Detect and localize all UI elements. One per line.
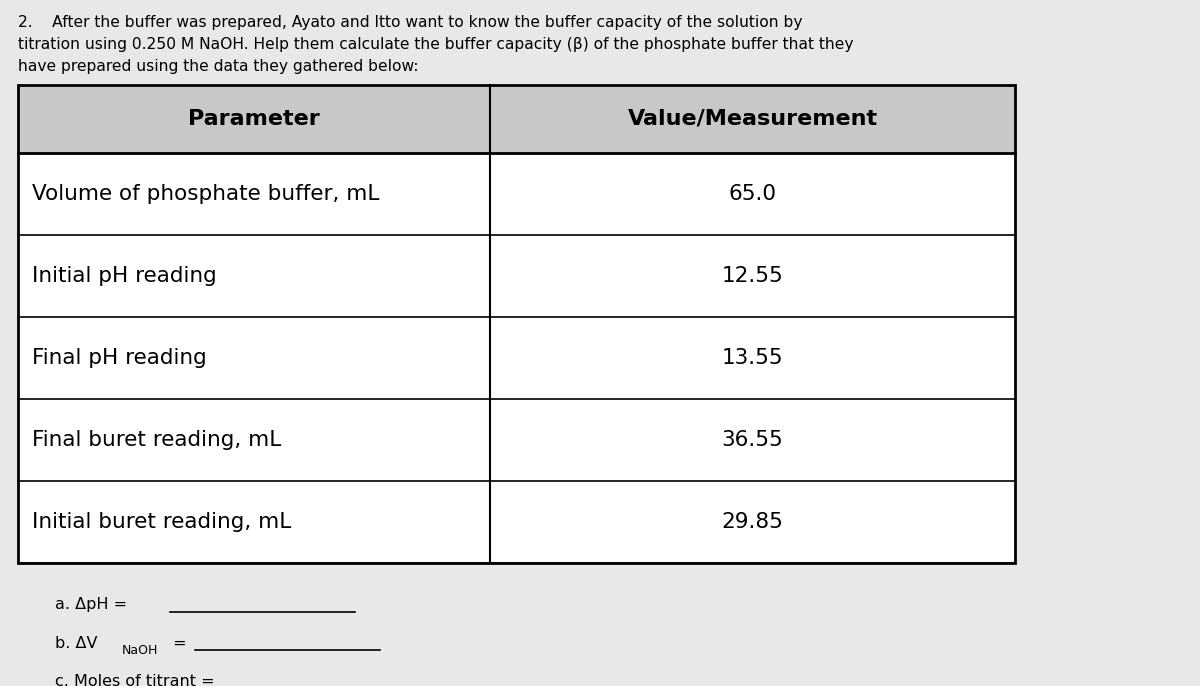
- Text: 13.55: 13.55: [721, 348, 784, 368]
- Text: Initial pH reading: Initial pH reading: [32, 266, 217, 286]
- Text: 29.85: 29.85: [721, 512, 784, 532]
- Text: =: =: [168, 635, 192, 650]
- Text: 2.    After the buffer was prepared, Ayato and Itto want to know the buffer capa: 2. After the buffer was prepared, Ayato …: [18, 15, 803, 30]
- Text: have prepared using the data they gathered below:: have prepared using the data they gather…: [18, 59, 419, 74]
- Text: b. ΔV: b. ΔV: [55, 635, 97, 650]
- Text: titration using 0.250 M NaOH. Help them calculate the buffer capacity (β) of the: titration using 0.250 M NaOH. Help them …: [18, 37, 853, 52]
- Text: 65.0: 65.0: [728, 184, 776, 204]
- Text: a. ΔpH =: a. ΔpH =: [55, 598, 132, 613]
- Bar: [18, 85, 1015, 153]
- Bar: [18, 85, 1015, 563]
- Text: 36.55: 36.55: [721, 430, 784, 450]
- Text: Initial buret reading, mL: Initial buret reading, mL: [32, 512, 292, 532]
- Text: Final buret reading, mL: Final buret reading, mL: [32, 430, 281, 450]
- Text: 12.55: 12.55: [721, 266, 784, 286]
- Bar: [18, 85, 1015, 563]
- Text: Volume of phosphate buffer, mL: Volume of phosphate buffer, mL: [32, 184, 379, 204]
- Text: Parameter: Parameter: [188, 109, 320, 129]
- Text: Value/Measurement: Value/Measurement: [628, 109, 877, 129]
- Text: c. Moles of titrant =: c. Moles of titrant =: [55, 674, 220, 686]
- Text: NaOH: NaOH: [122, 643, 158, 657]
- Text: Final pH reading: Final pH reading: [32, 348, 206, 368]
